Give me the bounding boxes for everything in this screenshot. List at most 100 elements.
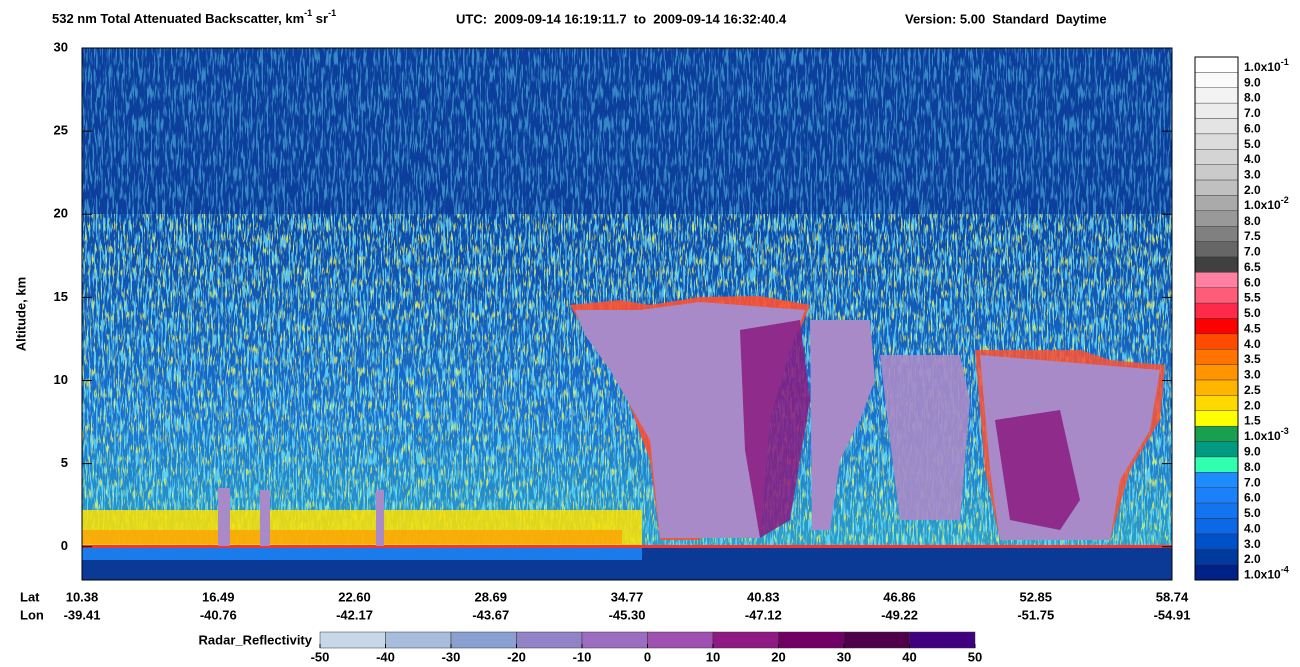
colorbar-cell [1194, 564, 1239, 581]
colorbar-cell [1194, 456, 1239, 473]
colorbar-label: 2.5 [1244, 383, 1261, 397]
title-utc: UTC: 2009-09-14 16:19:11.7 to 2009-09-14… [456, 11, 787, 26]
colorbar-cell [1194, 272, 1239, 288]
colorbar-label-exp: -1 [1281, 57, 1289, 67]
colorbar-label: 1.0x10-3 [1244, 426, 1289, 443]
x-tick-label: -45.30 [609, 607, 646, 622]
colorbar-cell [1194, 72, 1239, 88]
radar-colorbar-label: Radar_Reflectivity [199, 632, 313, 647]
y-tick-label: 15 [54, 289, 68, 304]
x-tick-label: 22.60 [338, 589, 371, 604]
colorbar-label: 3.0 [1244, 368, 1261, 382]
x-row-label: Lon [20, 607, 44, 622]
radar-colorbar-cell [516, 631, 583, 649]
colorbar-label: 9.0 [1244, 444, 1261, 458]
x-tick-label: -39.41 [64, 607, 101, 622]
colorbar-label: 6.0 [1244, 275, 1261, 289]
x-tick-label: 10.38 [66, 589, 99, 604]
colorbar-cell [1194, 349, 1239, 365]
colorbar-cell [1194, 395, 1239, 411]
colorbar-cell [1194, 133, 1239, 150]
colorbar-cell [1194, 318, 1239, 335]
title-version: Version: 5.00 Standard Daytime [905, 11, 1107, 26]
radar-colorbar-cell [385, 631, 452, 649]
radar-colorbar-cell [647, 631, 714, 649]
radar-tick-label: -20 [507, 649, 526, 664]
y-tick-label: 5 [61, 455, 68, 470]
colorbar-cell [1194, 302, 1239, 319]
x-tick-label: 58.74 [1156, 589, 1189, 604]
colorbar-label: 5.0 [1244, 506, 1261, 520]
x-tick-label: 16.49 [202, 589, 235, 604]
x-tick-label: 28.69 [474, 589, 507, 604]
title: 532 nm Total Attenuated Backscatter, km-… [52, 8, 1107, 26]
plot-image [82, 48, 1172, 580]
radar-tick-label: 30 [837, 649, 851, 664]
colorbar-label: 9.0 [1244, 75, 1261, 89]
x-tick-label: 52.85 [1019, 589, 1052, 604]
y-tick-label: 20 [54, 206, 68, 221]
colorbar-cell [1194, 533, 1239, 550]
colorbar-label: 2.0 [1244, 552, 1261, 566]
colorbar-cell [1194, 87, 1239, 104]
colorbar: 1.0x10-19.08.07.06.05.04.03.02.01.0x10-2… [1194, 56, 1289, 582]
colorbar-label-base: 1.0x10 [1244, 568, 1281, 582]
colorbar-cell [1194, 472, 1239, 488]
colorbar-cell [1194, 179, 1239, 196]
colorbar-cell [1194, 425, 1239, 442]
x-tick-label: 46.86 [883, 589, 916, 604]
radar-colorbar-cell [909, 631, 976, 649]
colorbar-label: 1.5 [1244, 414, 1261, 428]
colorbar-label: 4.5 [1244, 321, 1261, 335]
x-tick-label: -40.76 [200, 607, 237, 622]
x-tick-label: -51.75 [1017, 607, 1054, 622]
colorbar-label: 1.0x10-2 [1244, 196, 1289, 213]
colorbar-label: 5.0 [1244, 306, 1261, 320]
colorbar-label: 8.0 [1244, 91, 1261, 105]
colorbar-label: 7.0 [1244, 475, 1261, 489]
radar-colorbar-cell [843, 631, 910, 649]
x-row-label: Lat [20, 589, 40, 604]
radar-tick-label: 0 [644, 649, 651, 664]
colorbar-cell [1194, 518, 1239, 535]
colorbar-label-exp: -4 [1281, 565, 1289, 575]
colorbar-cell [1194, 549, 1239, 565]
colorbar-label: 4.0 [1244, 521, 1261, 535]
colorbar-label: 3.5 [1244, 352, 1261, 366]
colorbar-label: 7.5 [1244, 229, 1261, 243]
x-tick-label: 34.77 [611, 589, 644, 604]
colorbar-label: 7.0 [1244, 106, 1261, 120]
colorbar-cell [1194, 56, 1239, 73]
x-tick-label: 40.83 [747, 589, 780, 604]
colorbar-cell [1194, 241, 1239, 258]
colorbar-cell [1194, 164, 1239, 181]
colorbar-label: 1.0x10-1 [1244, 57, 1289, 74]
colorbar-cell [1194, 333, 1239, 350]
radar-tick-label: 20 [771, 649, 785, 664]
colorbar-label: 5.5 [1244, 291, 1261, 305]
y-axis-label: Altitude, km [13, 277, 28, 351]
x-tick-label: -43.67 [472, 607, 509, 622]
y-tick-label: 0 [61, 538, 68, 553]
colorbar-cell [1194, 226, 1239, 242]
colorbar-label: 5.0 [1244, 137, 1261, 151]
colorbar-label: 4.0 [1244, 152, 1261, 166]
colorbar-label-exp: -2 [1281, 196, 1289, 206]
colorbar-cell [1194, 364, 1239, 381]
x-tick-label: -42.17 [336, 607, 373, 622]
colorbar-label-base: 1.0x10 [1244, 429, 1281, 443]
colorbar-label: 7.0 [1244, 245, 1261, 259]
radar-colorbar-cell [450, 631, 517, 649]
colorbar-cell [1194, 210, 1239, 227]
radar-tick-label: 40 [902, 649, 916, 664]
colorbar-label-base: 1.0x10 [1244, 60, 1281, 74]
colorbar-cell [1194, 256, 1239, 273]
colorbar-label: 3.0 [1244, 537, 1261, 551]
radar-tick-label: -10 [573, 649, 592, 664]
colorbar-cell [1194, 287, 1239, 304]
colorbar-cell [1194, 118, 1239, 135]
x-tick-label: -54.91 [1154, 607, 1191, 622]
radar-colorbar-cell [581, 631, 648, 649]
radar-colorbar-cell [712, 631, 779, 649]
